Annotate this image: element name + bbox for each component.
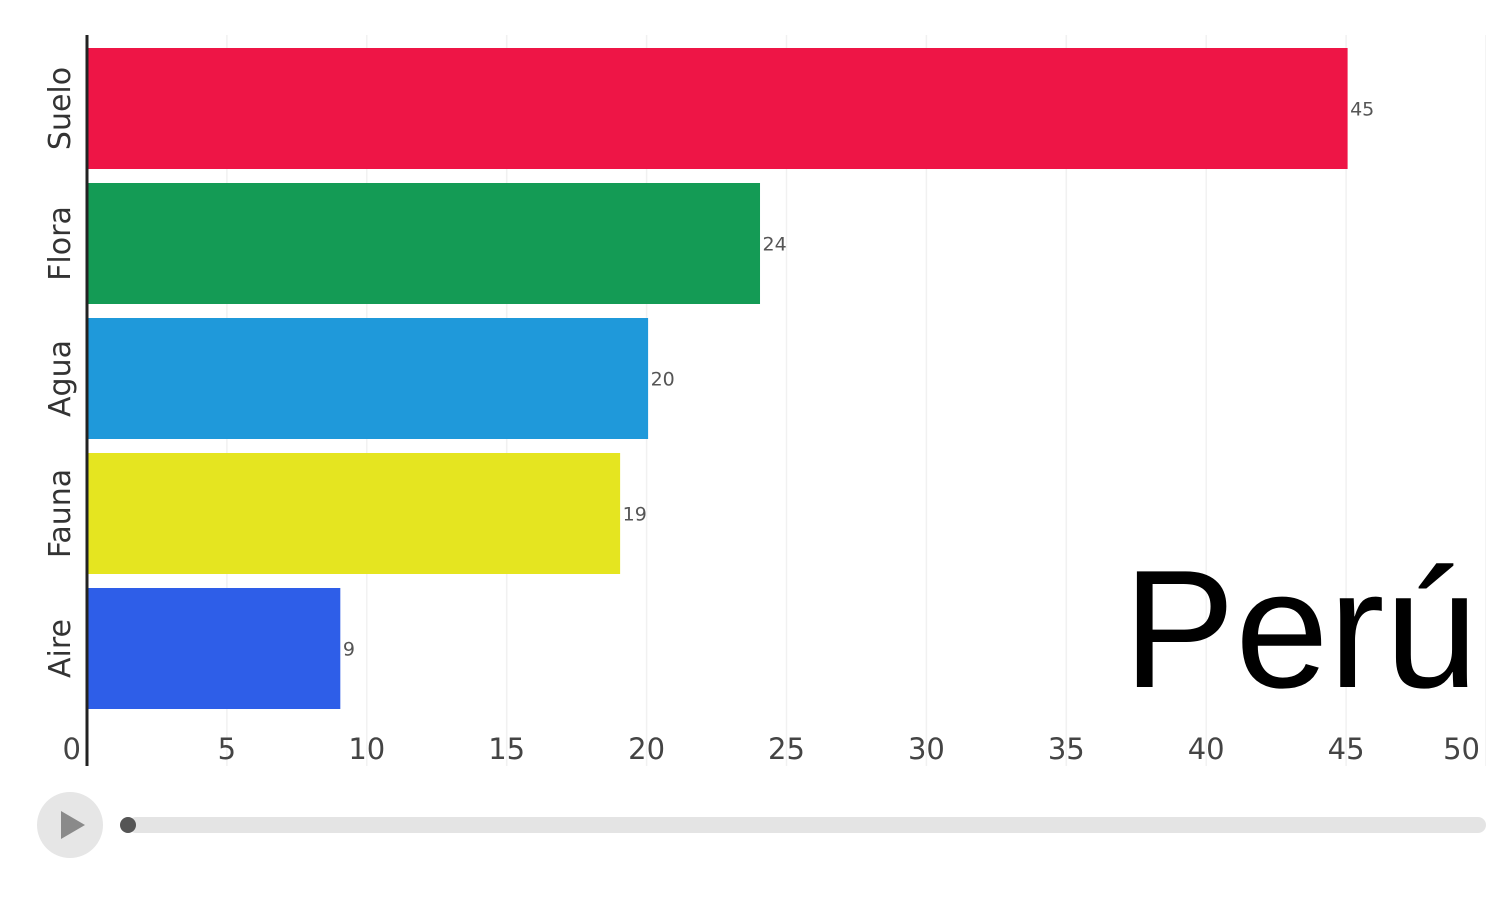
progress-track[interactable]	[128, 817, 1486, 833]
x-tick-label: 20	[628, 732, 665, 766]
x-tick-label: 15	[488, 732, 525, 766]
category-label: Agua	[43, 340, 78, 417]
play-icon	[61, 811, 85, 839]
play-button[interactable]	[37, 792, 103, 858]
data-label: 19	[623, 504, 647, 526]
bar-agua	[88, 318, 649, 439]
category-labels: Suelo Flora Agua Fauna Aire	[43, 67, 78, 678]
bar-flora	[88, 183, 761, 304]
data-label: 9	[343, 639, 355, 661]
x-tick-labels: 0 5 10 15 20 25 30 35 40 45 50	[63, 732, 1480, 766]
x-tick-label: 40	[1188, 732, 1225, 766]
x-tick-label: 10	[348, 732, 385, 766]
data-labels: 45 24 20 19 9	[343, 99, 1374, 661]
x-tick-label: 50	[1443, 732, 1480, 766]
x-tick-label: 30	[908, 732, 945, 766]
x-tick-label: 45	[1328, 732, 1365, 766]
data-label: 20	[651, 369, 675, 391]
player-controls	[37, 792, 1486, 858]
bar-aire	[88, 588, 341, 709]
progress-handle[interactable]	[120, 817, 136, 833]
category-label: Aire	[43, 619, 78, 678]
x-tick-label: 0	[63, 732, 81, 766]
bar-fauna	[88, 453, 621, 574]
category-label: Fauna	[43, 469, 78, 558]
x-tick-label: 5	[218, 732, 236, 766]
x-tick-label: 35	[1048, 732, 1085, 766]
country-watermark: Perú	[1123, 535, 1478, 723]
x-tick-label: 25	[768, 732, 805, 766]
bars	[88, 48, 1348, 709]
data-label: 45	[1350, 99, 1374, 121]
bar-suelo	[88, 48, 1348, 169]
category-label: Suelo	[43, 67, 78, 150]
data-label: 24	[763, 234, 787, 256]
category-label: Flora	[43, 206, 78, 281]
